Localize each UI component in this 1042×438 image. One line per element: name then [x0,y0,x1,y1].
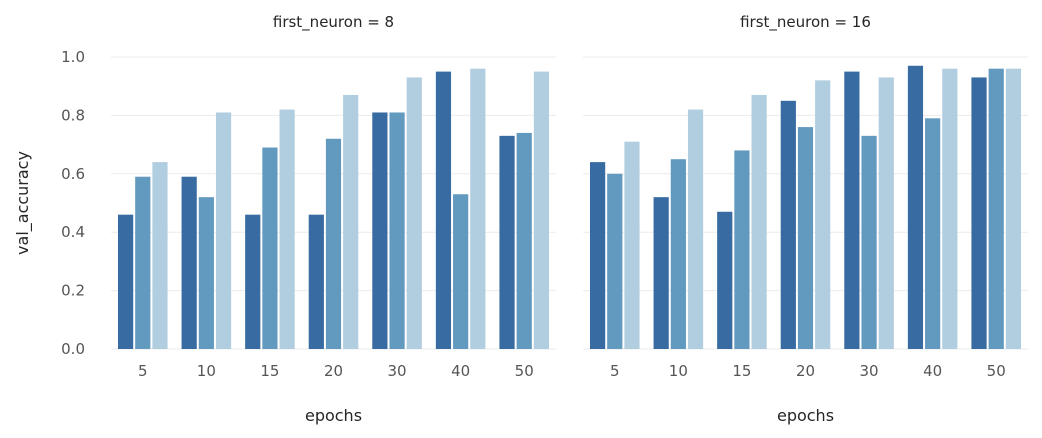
bar [516,132,532,349]
bar [435,71,452,349]
bar [453,194,469,349]
x-tick-label: 10 [669,362,688,380]
bar [844,71,860,349]
x-axis-label: epochs [305,406,362,425]
bar [245,214,261,349]
x-tick-label: 5 [610,362,620,380]
panel-2: first_neuron = 16 5 10 15 20 30 40 50 epochs [583,13,1028,425]
bar [861,135,877,349]
bar [262,147,278,349]
bar [780,100,796,349]
x-axis-label: epochs [777,406,834,425]
bar [389,112,405,349]
y-tick-label: 0.2 [61,282,85,300]
x-tick-label: 20 [324,362,343,380]
y-tick-label: 0.0 [61,340,85,358]
y-tick-label: 1.0 [61,48,85,66]
bar [135,176,151,349]
bar [152,162,168,349]
bar [198,197,214,349]
bar [734,150,750,349]
bar [878,77,894,349]
x-tick-label: 30 [860,362,879,380]
panel-title: first_neuron = 16 [740,13,871,32]
bar [1005,68,1021,350]
x-tick-label: 40 [923,362,942,380]
bar [308,214,324,349]
bar [751,94,767,350]
x-tick-label: 40 [451,362,470,380]
bar [653,197,669,349]
bar [797,127,814,349]
bar [279,109,295,349]
x-tick-label: 15 [732,362,751,380]
bar [907,65,924,349]
bar [624,141,640,349]
bar [590,162,606,349]
bar [971,77,987,349]
bar [470,68,486,350]
bar [181,176,197,349]
bar [215,112,232,349]
y-tick-label: 0.8 [61,106,85,124]
bar [925,118,941,349]
bar [687,109,704,349]
bar [406,77,422,349]
x-tick-label: 15 [260,362,279,380]
x-tick-label: 50 [987,362,1006,380]
y-axis-label: val_accuracy [13,151,33,255]
bar [372,112,388,349]
bar [607,173,623,349]
y-tick-label: 0.6 [61,165,85,183]
bar [988,68,1004,350]
bar [343,94,359,350]
bar [533,71,549,349]
y-tick-label: 0.4 [61,223,85,241]
x-tick-label: 30 [388,362,407,380]
bar [499,135,515,349]
x-tick-label: 20 [796,362,815,380]
panel-1: 0.0 0.2 0.4 0.6 0.8 1.0 first_neuron = 8 5 10 15 2… [61,13,556,425]
bar [325,138,342,349]
x-tick-label: 5 [138,362,148,380]
x-tick-label: 10 [197,362,216,380]
bar [670,159,686,349]
bar [717,211,733,349]
bar [815,80,831,350]
bar [118,214,134,349]
x-tick-label: 50 [515,362,534,380]
bar [942,68,958,350]
panel-title: first_neuron = 8 [273,13,394,32]
